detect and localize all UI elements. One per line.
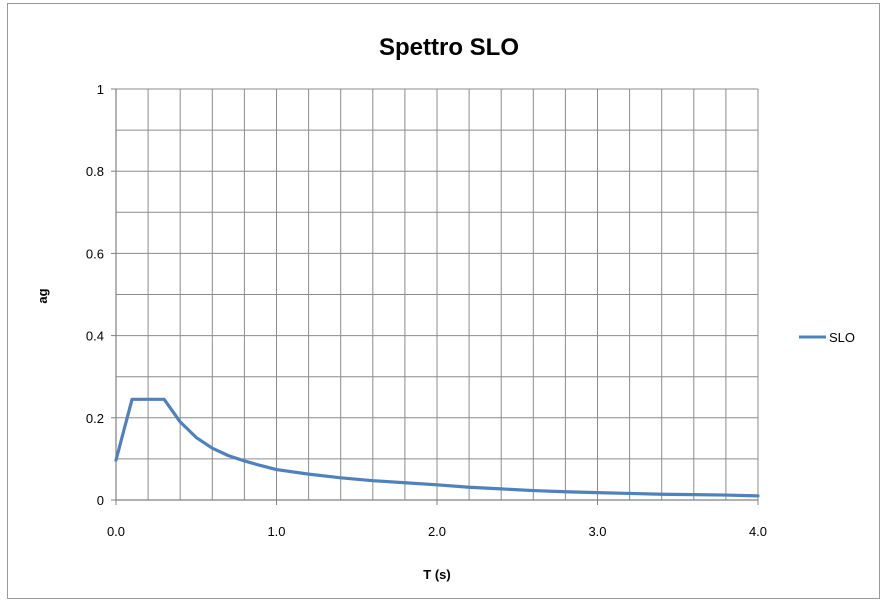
chart-title: Spettro SLO: [379, 34, 519, 61]
y-tick-label: 0: [97, 493, 104, 508]
series-line-slo: [114, 397, 760, 498]
x-tick-label: 0.0: [107, 524, 125, 539]
y-tick-label: 0.8: [86, 164, 104, 179]
grid: [115, 88, 759, 501]
x-tick-label: 3.0: [588, 524, 606, 539]
series-layer: [114, 397, 760, 498]
x-tick-label: 1.0: [267, 524, 285, 539]
x-tick-label: 4.0: [749, 524, 767, 539]
legend: SLO: [799, 330, 855, 345]
x-tick-labels: 0.0 1.0 2.0 3.0 4.0: [107, 500, 767, 539]
y-axis-label: ag: [35, 288, 50, 303]
legend-label-slo: SLO: [829, 330, 855, 345]
y-tick-label: 0.4: [86, 329, 104, 344]
y-tick-label: 0.6: [86, 246, 104, 261]
x-tick-label: 2.0: [428, 524, 446, 539]
y-tick-label: 0.2: [86, 411, 104, 426]
y-tick-label: 1: [97, 82, 104, 97]
x-axis-label: T (s): [423, 567, 450, 582]
y-tick-labels: 0 0.2 0.4 0.6 0.8 1: [86, 82, 116, 508]
